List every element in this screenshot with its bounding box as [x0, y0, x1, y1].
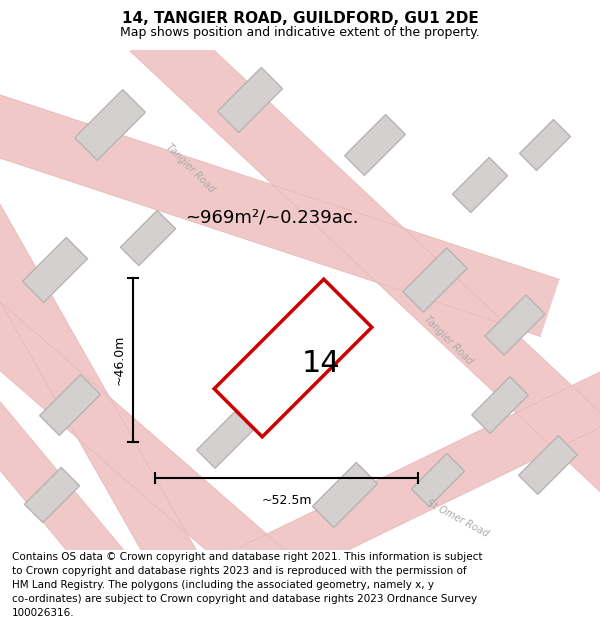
Polygon shape — [25, 468, 80, 522]
Polygon shape — [472, 377, 528, 433]
Text: 14, TANGIER ROAD, GUILDFORD, GU1 2DE: 14, TANGIER ROAD, GUILDFORD, GU1 2DE — [122, 11, 478, 26]
Polygon shape — [214, 279, 372, 437]
Text: Tangier Road: Tangier Road — [164, 142, 216, 194]
Text: co-ordinates) are subject to Crown copyright and database rights 2023 Ordnance S: co-ordinates) are subject to Crown copyr… — [12, 594, 477, 604]
Text: St Omer Road: St Omer Road — [425, 498, 491, 539]
Polygon shape — [121, 211, 176, 266]
Text: ~969m²/~0.239ac.: ~969m²/~0.239ac. — [185, 209, 359, 227]
Polygon shape — [239, 368, 600, 592]
Polygon shape — [313, 462, 377, 528]
Polygon shape — [74, 89, 145, 161]
Text: 14: 14 — [302, 349, 340, 378]
Text: Contains OS data © Crown copyright and database right 2021. This information is : Contains OS data © Crown copyright and d… — [12, 552, 482, 562]
Polygon shape — [217, 68, 283, 132]
Polygon shape — [485, 295, 545, 355]
Polygon shape — [0, 188, 201, 582]
Polygon shape — [197, 412, 253, 468]
Text: ~46.0m: ~46.0m — [113, 335, 125, 385]
Polygon shape — [412, 454, 464, 506]
Text: HM Land Registry. The polygons (including the associated geometry, namely x, y: HM Land Registry. The polygons (includin… — [12, 580, 434, 590]
Polygon shape — [518, 436, 577, 494]
Polygon shape — [344, 114, 406, 176]
Polygon shape — [40, 374, 100, 436]
Text: to Crown copyright and database rights 2023 and is reproduced with the permissio: to Crown copyright and database rights 2… — [12, 566, 467, 576]
Polygon shape — [130, 9, 600, 501]
Polygon shape — [520, 119, 571, 171]
Polygon shape — [0, 291, 297, 599]
Polygon shape — [0, 81, 559, 336]
Text: Map shows position and indicative extent of the property.: Map shows position and indicative extent… — [120, 26, 480, 39]
Polygon shape — [403, 248, 467, 312]
Polygon shape — [452, 158, 508, 212]
Text: Tangier Road: Tangier Road — [422, 314, 474, 366]
Polygon shape — [22, 238, 88, 302]
Polygon shape — [0, 386, 137, 594]
Text: ~52.5m: ~52.5m — [261, 494, 312, 507]
Text: 100026316.: 100026316. — [12, 608, 74, 618]
